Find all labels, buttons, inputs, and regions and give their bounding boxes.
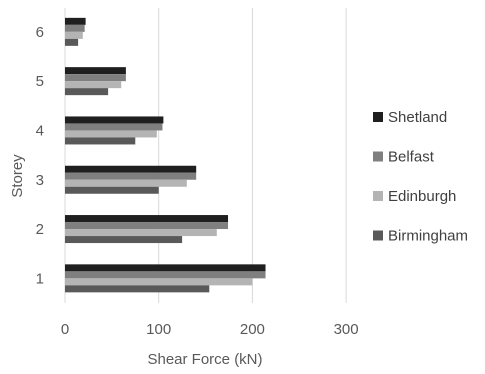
x-tick-label: 300 (334, 321, 359, 338)
bar-shetland-storey-6 (65, 17, 86, 25)
gridlines (64, 8, 347, 303)
bar-belfast-storey-3 (65, 172, 197, 180)
bar-birmingham-storey-1 (65, 285, 210, 293)
legend-swatch-belfast (373, 151, 383, 162)
bar-edinburgh-storey-6 (65, 31, 83, 39)
bars (65, 17, 266, 293)
x-tick-label: 100 (146, 321, 171, 338)
bar-belfast-storey-4 (65, 123, 163, 131)
bar-birmingham-storey-5 (65, 88, 109, 96)
bar-edinburgh-storey-3 (65, 179, 187, 187)
y-tick-label: 4 (36, 122, 44, 139)
legend-label-birmingham: Birmingham (388, 228, 468, 245)
x-tick-label: 200 (240, 321, 265, 338)
bar-belfast-storey-1 (65, 271, 266, 279)
legend-label-edinburgh: Edinburgh (388, 188, 456, 205)
y-tick-label: 2 (36, 221, 44, 238)
bar-shetland-storey-1 (65, 264, 266, 272)
y-tick-label: 1 (36, 270, 44, 287)
bar-edinburgh-storey-1 (65, 278, 253, 286)
y-axis-title: Storey (9, 154, 26, 198)
bar-belfast-storey-5 (65, 74, 126, 82)
legend-swatch-shetland (373, 112, 383, 122)
legend-label-shetland: Shetland (388, 109, 447, 126)
y-axis-ticks: 1 2 3 4 5 6 (36, 24, 44, 288)
legend-swatch-birmingham (373, 230, 383, 241)
legend-swatch-edinburgh (373, 191, 383, 201)
x-axis-title: Shear Force (kN) (147, 351, 262, 368)
legend-label-belfast: Belfast (388, 149, 435, 166)
bar-birmingham-storey-6 (65, 38, 79, 46)
bar-birmingham-storey-4 (65, 137, 136, 145)
bar-shetland-storey-5 (65, 67, 126, 75)
bar-belfast-storey-6 (65, 24, 85, 32)
bar-shetland-storey-3 (65, 165, 197, 173)
x-tick-label: 0 (61, 321, 69, 338)
y-tick-label: 3 (36, 172, 44, 189)
bar-belfast-storey-2 (65, 222, 229, 230)
bar-shetland-storey-2 (65, 215, 229, 223)
bar-birmingham-storey-3 (65, 186, 159, 194)
bar-edinburgh-storey-4 (65, 130, 157, 138)
bar-edinburgh-storey-5 (65, 81, 122, 89)
bar-birmingham-storey-2 (65, 236, 183, 244)
legend: Shetland Belfast Edinburgh Birmingham (373, 109, 468, 245)
bar-shetland-storey-4 (65, 116, 164, 124)
y-tick-label: 5 (36, 73, 44, 90)
y-tick-label: 6 (36, 24, 44, 41)
x-axis-ticks: 0 100 200 300 (61, 321, 359, 338)
bar-edinburgh-storey-2 (65, 229, 217, 237)
